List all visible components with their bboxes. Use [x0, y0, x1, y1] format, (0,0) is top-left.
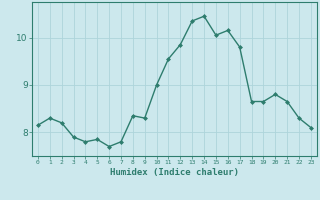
X-axis label: Humidex (Indice chaleur): Humidex (Indice chaleur) — [110, 168, 239, 177]
